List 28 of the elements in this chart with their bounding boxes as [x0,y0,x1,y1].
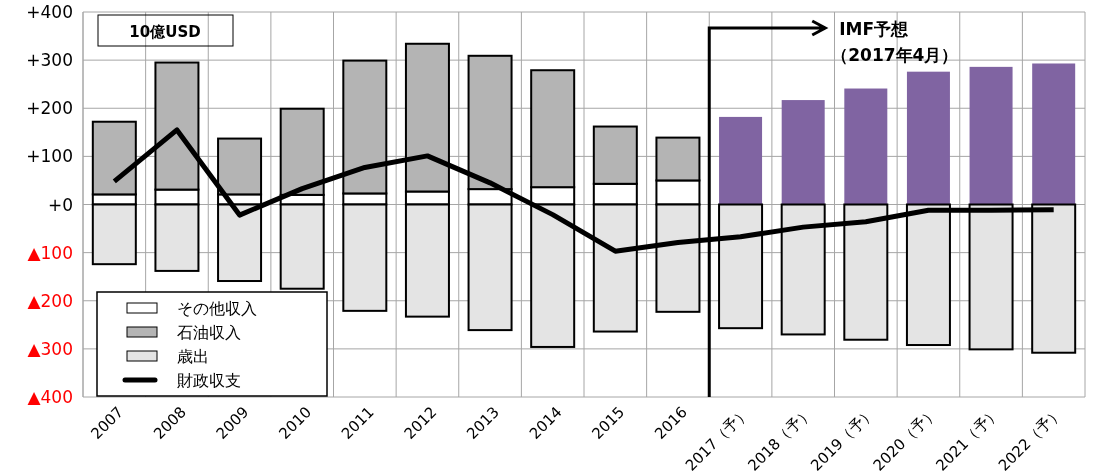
bar [844,88,888,205]
bar [780,203,826,336]
bar [906,71,950,205]
y-axis-title: 10億USD [129,23,201,41]
y-tick-label: ▲100 [27,242,73,263]
legend-label: 歳出 [177,347,209,366]
y-tick-label: +400 [26,2,73,22]
legend-label: その他収入 [177,299,257,318]
y-tick-label: +200 [26,98,73,119]
y-tick-label: ▲200 [27,290,73,311]
bar [969,66,1013,205]
bar [843,203,889,341]
bar [1032,63,1076,205]
legend-label: 財政収支 [177,371,241,390]
bar [905,203,951,347]
bar [968,203,1014,351]
bar [1031,203,1077,354]
y-tick-label: ▲300 [27,338,73,359]
legend-label: 石油収入 [177,323,241,342]
y-tick-label: +0 [47,194,73,215]
y-tick-label: +300 [26,50,73,71]
y-tick-label: +100 [26,146,73,167]
bar [718,203,764,330]
bar [781,100,825,205]
annotation: IMF予想 [839,19,910,39]
y-tick-label: ▲400 [27,387,73,407]
annotation: （2017年4月） [831,45,959,65]
bar [719,116,763,205]
